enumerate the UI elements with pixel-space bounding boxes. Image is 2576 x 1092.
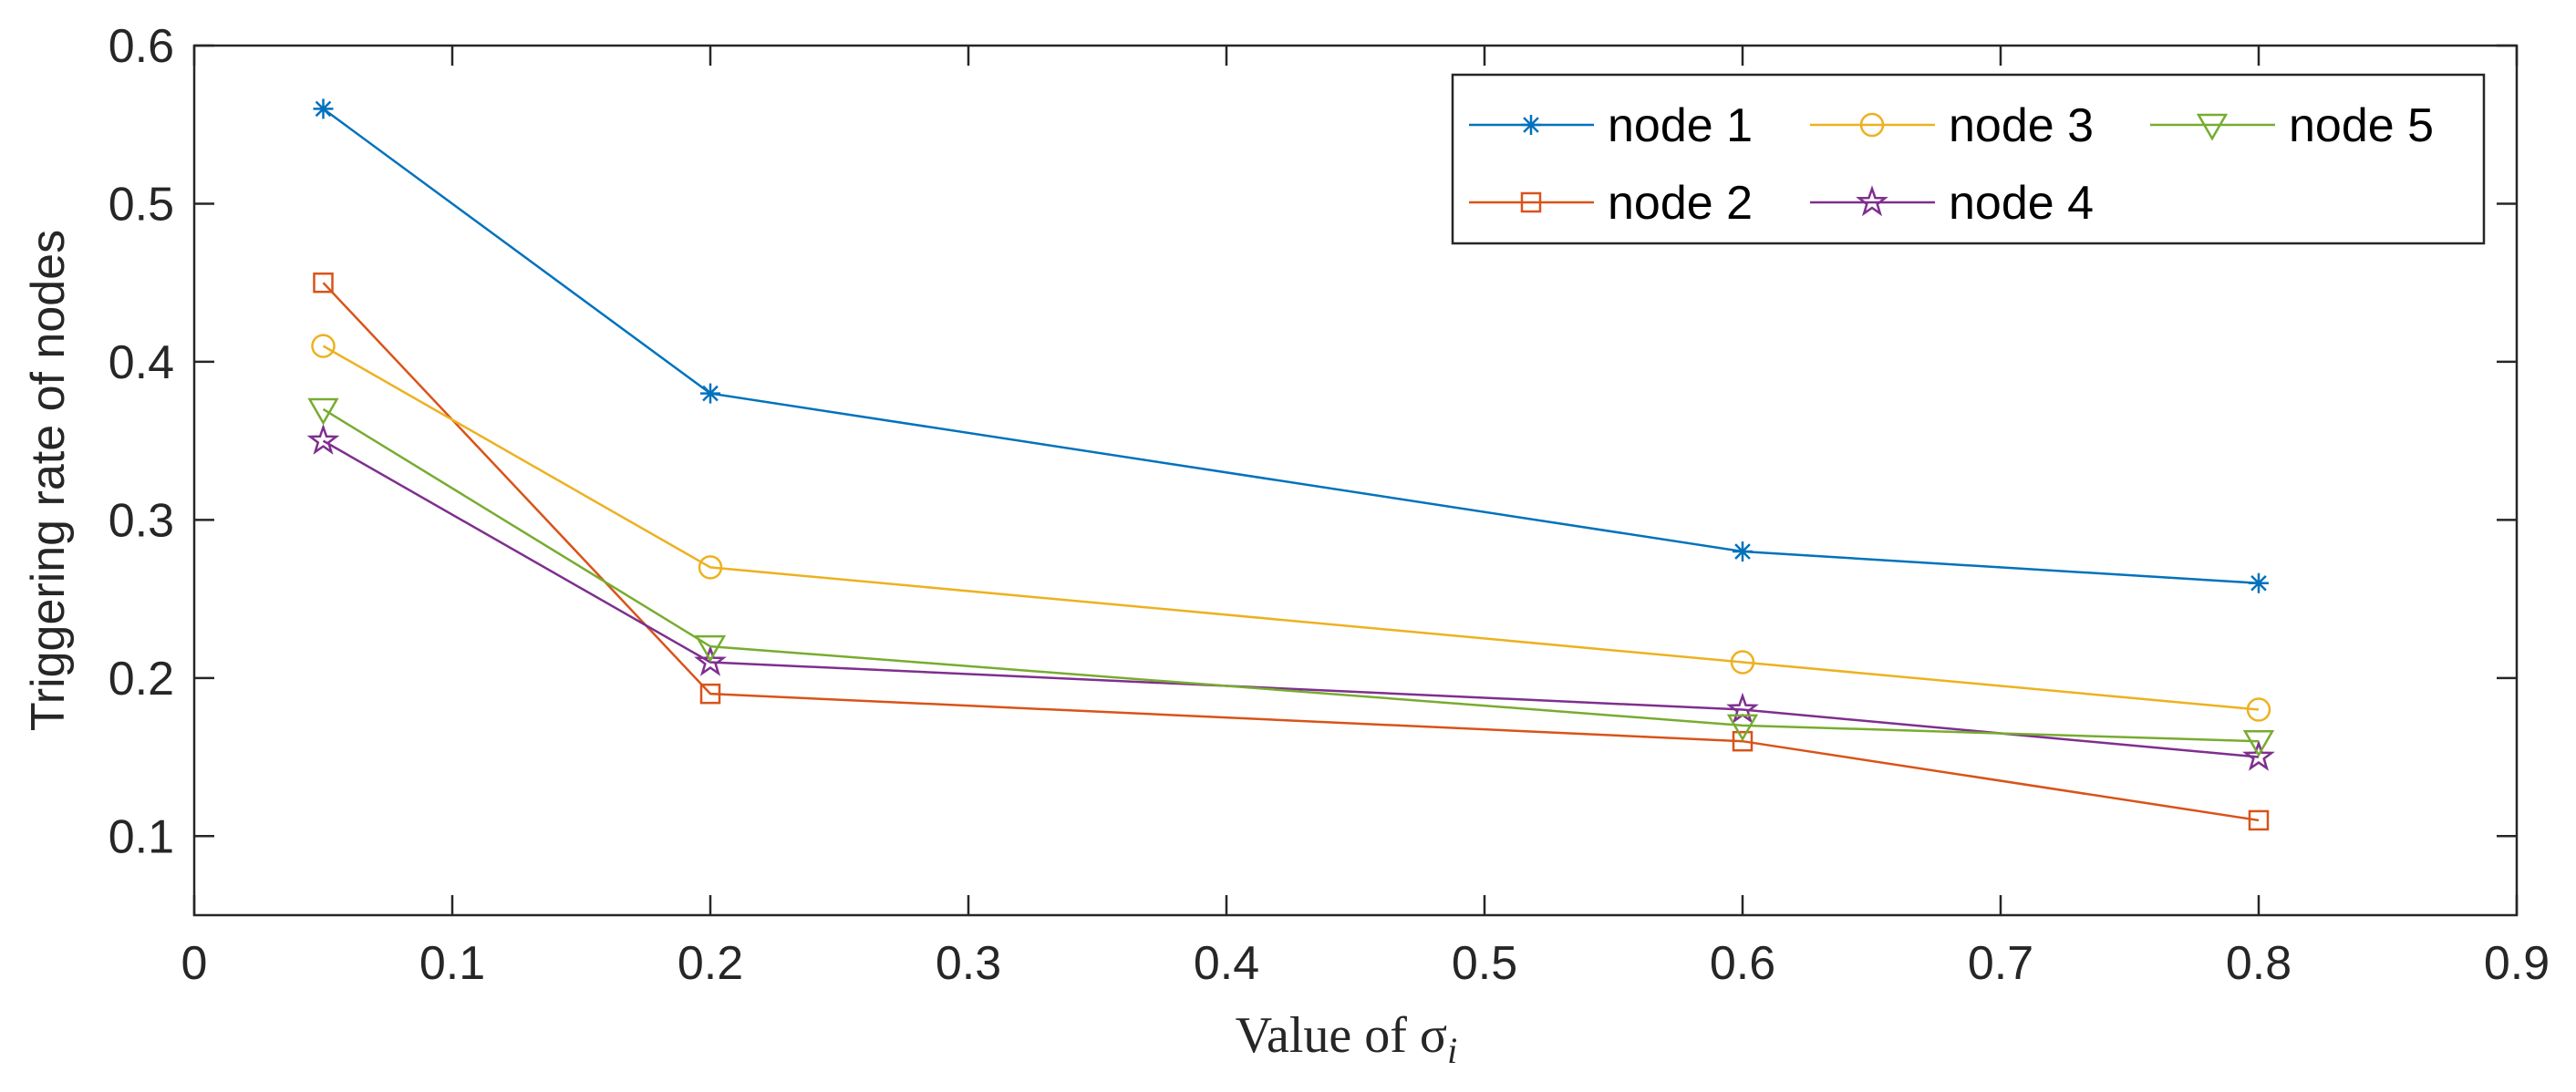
x-axis-label-subscript: i bbox=[1447, 1030, 1457, 1071]
legend-entry-node-5: node 5 bbox=[2150, 99, 2434, 152]
legend-marker-node-1 bbox=[1521, 115, 1541, 135]
x-tick-label: 0.1 bbox=[419, 937, 485, 990]
data-point-node-5 bbox=[307, 397, 339, 426]
y-axis-label: Triggering rate of nodes bbox=[22, 230, 75, 731]
data-point-node-2 bbox=[699, 683, 721, 705]
legend: node 1 node 3 node 5 node 2 node 4 bbox=[1451, 73, 2486, 245]
legend-box bbox=[1451, 73, 2486, 245]
legend-marker-node-5 bbox=[2196, 113, 2229, 141]
x-tick-label: 0.9 bbox=[2484, 937, 2550, 990]
legend-label: node 3 bbox=[1949, 99, 2094, 152]
data-point-node-2 bbox=[1732, 730, 1754, 752]
data-point-node-3 bbox=[698, 555, 723, 580]
legend-label: node 5 bbox=[2289, 99, 2434, 152]
data-point-node-4 bbox=[2242, 739, 2275, 771]
y-tick-label: 0.6 bbox=[109, 20, 174, 73]
axes-layer bbox=[192, 44, 2519, 917]
y-axis-ticks: 0.1 0.2 0.3 0.4 0.5 0.6 bbox=[109, 20, 2517, 863]
data-point-node-3 bbox=[2246, 697, 2271, 722]
series-line-node-2 bbox=[322, 282, 2260, 822]
legend-marker-node-3 bbox=[1859, 112, 1885, 138]
x-tick-label: 0.5 bbox=[1452, 937, 1517, 990]
y-tick-label: 0.2 bbox=[109, 653, 174, 706]
x-axis-label-main: Value of σ bbox=[1236, 1007, 1447, 1064]
x-axis-label: Value of σi bbox=[1236, 1007, 1457, 1071]
data-point-node-2 bbox=[2248, 809, 2270, 831]
series-line-node-1 bbox=[322, 108, 2260, 584]
legend-label: node 1 bbox=[1608, 99, 1753, 152]
x-axis-ticks: 0 0.1 0.2 0.3 0.4 0.5 0.6 0.7 0.8 0.9 bbox=[181, 46, 2550, 990]
data-point-node-2 bbox=[313, 272, 334, 294]
x-tick-label: 0.4 bbox=[1194, 937, 1259, 990]
series-node-3 bbox=[311, 334, 2271, 722]
legend-entry-node-4: node 4 bbox=[1810, 177, 2094, 230]
legend-label: node 4 bbox=[1949, 177, 2094, 230]
x-tick-label: 0.6 bbox=[1710, 937, 1775, 990]
data-point-node-5 bbox=[694, 634, 727, 663]
legend-entry-node-3: node 3 bbox=[1810, 99, 2094, 152]
x-tick-label: 0.3 bbox=[936, 937, 1001, 990]
data-point-node-1 bbox=[2249, 572, 2269, 593]
y-tick-label: 0.1 bbox=[109, 810, 174, 863]
x-tick-label: 0.8 bbox=[2226, 937, 2292, 990]
plot-frame bbox=[192, 44, 2519, 917]
y-tick-label: 0.4 bbox=[109, 336, 174, 389]
data-point-node-3 bbox=[311, 334, 336, 358]
series-node-2 bbox=[313, 272, 2270, 831]
data-point-node-5 bbox=[2242, 729, 2275, 757]
x-tick-label: 0.7 bbox=[1968, 937, 2033, 990]
data-point-node-5 bbox=[1726, 714, 1759, 742]
legend-label: node 2 bbox=[1608, 177, 1753, 230]
data-point-node-1 bbox=[700, 383, 720, 404]
legend-marker-node-4 bbox=[1856, 185, 1888, 217]
x-tick-label: 0 bbox=[181, 937, 208, 990]
x-tick-label: 0.2 bbox=[678, 937, 743, 990]
data-point-node-4 bbox=[694, 644, 727, 676]
y-tick-label: 0.3 bbox=[109, 494, 174, 547]
legend-marker-node-2 bbox=[1520, 191, 1542, 213]
series-line-node-5 bbox=[322, 407, 2260, 743]
data-point-node-1 bbox=[1733, 541, 1753, 562]
series-line-node-3 bbox=[322, 345, 2260, 711]
series-node-1 bbox=[313, 98, 2269, 593]
data-point-node-1 bbox=[313, 98, 334, 119]
legend-entry-node-1: node 1 bbox=[1469, 99, 1753, 152]
data-point-node-4 bbox=[306, 423, 340, 455]
y-tick-label: 0.5 bbox=[109, 178, 174, 231]
legend-entry-node-2: node 2 bbox=[1469, 177, 1753, 230]
plot-layer bbox=[306, 98, 2275, 831]
series-node-5 bbox=[307, 397, 2275, 757]
data-point-node-3 bbox=[1730, 650, 1755, 675]
